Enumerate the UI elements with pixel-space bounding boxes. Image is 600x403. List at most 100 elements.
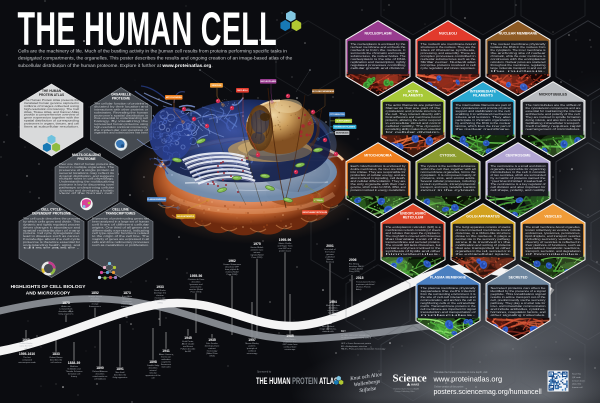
svg-text:1962: 1962 xyxy=(228,259,236,263)
svg-text:intrinsic: intrinsic xyxy=(253,251,260,254)
svg-text:Prize 2008): Prize 2008) xyxy=(227,273,238,276)
svg-text:stress and tension. They also: stress and tension. They also xyxy=(456,116,512,119)
svg-text:formulate cell: formulate cell xyxy=(68,372,81,375)
svg-text:MITOCHONDRIA: MITOCHONDRIA xyxy=(166,96,182,99)
svg-text:describes: describes xyxy=(91,297,100,300)
svg-text:cell bioblasts: cell bioblasts xyxy=(94,377,106,380)
svg-text:The cellular function of prote: The cellular function of proteins is xyxy=(94,103,149,106)
svg-text:Cell motility requires rapid: Cell motility requires rapid xyxy=(526,125,582,128)
svg-text:majority of genes are expresse: majority of genes are expressed in all xyxy=(92,238,150,241)
svg-text:INTERMEDIATE: INTERMEDIATE xyxy=(470,89,497,93)
svg-text:mitochondria as: mitochondria as xyxy=(93,375,108,378)
svg-text:the only organelle with their: the only organelle with their own xyxy=(351,183,407,186)
svg-text:The intermediate filaments are: The intermediate filaments are part of xyxy=(456,104,511,107)
svg-text:Ernst Ruska: Ernst Ruska xyxy=(154,289,166,292)
svg-text:the human: the human xyxy=(325,250,336,253)
svg-text:structures in the nucleus. The: structures in the nucleus. They are the xyxy=(421,46,477,49)
svg-text:microtubules in the cell. It c: microtubules in the cell. It consists xyxy=(491,171,547,174)
svg-text:communication, and anchors the: communication, and anchors the cell to xyxy=(421,299,477,302)
svg-text:spatial distribution of corres: spatial distribution of corresponding xyxy=(24,120,80,123)
svg-text:MITOCHONDRIA: MITOCHONDRIA xyxy=(364,154,392,158)
svg-text:The Golgi apparatus consists o: The Golgi apparatus consists of stacks xyxy=(456,226,512,229)
svg-text:1985: 1985 xyxy=(286,334,294,338)
svg-text:contrast: contrast xyxy=(208,347,216,350)
svg-text:describes the: describes the xyxy=(114,373,127,376)
svg-text:thus essential to understandin: thus essential to understanding cell xyxy=(94,117,149,120)
svg-text:describes the: describes the xyxy=(50,358,63,361)
svg-text:The endoplasmic reticulum (ER): The endoplasmic reticulum (ER) is a xyxy=(386,226,442,229)
svg-text:1945: 1945 xyxy=(184,336,192,340)
svg-text:Knowledge about the cell cycle: Knowledge about the cell cycle xyxy=(23,238,81,241)
svg-text:cell nucleus: cell nucleus xyxy=(51,362,62,364)
svg-text:separates the cell’s interior: separates the cell’s interior xyxy=(421,290,476,293)
svg-text:signals (Nobel: signals (Nobel xyxy=(250,254,264,256)
svg-text:The small membrane-bound organ: The small membrane-bound organelles, xyxy=(526,226,581,229)
svg-text:function in: function in xyxy=(328,311,338,314)
svg-text:the site of cell-cell interact: the site of cell-cell interactions and xyxy=(421,296,477,299)
svg-text:that are transported to other: that are transported to other xyxy=(456,247,511,250)
svg-text:develops phase: develops phase xyxy=(205,345,220,347)
svg-text:develops PALM: develops PALM xyxy=(349,265,364,268)
svg-text:The nucleoplasm is enclosed by: The nucleoplasm is enclosed by the xyxy=(351,43,407,46)
svg-text:neighboring cells or the extra: neighboring cells or the extracellular xyxy=(421,302,476,305)
svg-text:AND MICROSCOPY: AND MICROSCOPY xyxy=(26,291,71,297)
svg-text:describes: describes xyxy=(123,297,132,300)
svg-text:proteome published: proteome published xyxy=(356,283,375,286)
svg-text:1873: 1873 xyxy=(62,301,70,305)
svg-text:drives changes in abundance an: drives changes in abundance and xyxy=(23,226,81,229)
svg-text:continuous with the endoplasmi: continuous with the endoplasmic xyxy=(491,58,547,61)
svg-text:2006: 2006 xyxy=(349,258,357,262)
svg-text:proteins. Cell cycle dysregula: proteins. Cell cycle dysregulation can xyxy=(23,232,81,235)
svg-text:Gunter Blobel:: Gunter Blobel: xyxy=(250,246,264,249)
svg-text:that translate most of the: that translate most of the xyxy=(386,238,442,241)
svg-text:nucleoli to form the nucleus.: nucleoli to form the nucleus. It xyxy=(351,49,407,52)
svg-text:reticular: reticular xyxy=(149,371,157,374)
svg-text:The centrosome is a key regula: The centrosome is a key regulator of xyxy=(491,183,546,186)
svg-text:GFP = Green fluorescent protei: GFP = Green fluorescent protein xyxy=(341,342,372,345)
svg-text:The centrosome is a small and: The centrosome is a small and distinct xyxy=(491,165,546,168)
svg-text:MULTILOCALIZING: MULTILOCALIZING xyxy=(72,153,101,157)
svg-text:the cell. They interact direct: the cell. They interact directly with xyxy=(386,113,442,116)
svg-text:FILAMENTS: FILAMENTS xyxy=(473,94,494,98)
svg-text:ER = Endoplasmic reticulum: ER = Endoplasmic reticulum xyxy=(341,345,367,348)
svg-text:image of immuno-: image of immuno- xyxy=(320,328,337,330)
svg-text:the cytoplasm. The inner membr: the cytoplasm. The inner membrane is xyxy=(491,49,547,52)
svg-text:translated human genome captur: translated human genome captured in xyxy=(24,102,80,105)
svg-text:microscopes: microscopes xyxy=(121,305,133,308)
svg-text:electron: electron xyxy=(156,294,164,297)
svg-text:identified by the presence of: identified by the presence of a signal xyxy=(491,290,547,293)
svg-text:mitosis: mitosis xyxy=(330,314,336,317)
svg-text:interactions with other protei: interactions with other proteins or xyxy=(94,109,148,112)
svg-text:posters.sciencemag.org/humance: posters.sciencemag.org/humancell xyxy=(434,389,543,396)
svg-text:Each mitochondrion is enclosed: Each mitochondrion is enclosed by xyxy=(351,165,407,168)
svg-text:genome: genome xyxy=(326,254,334,256)
svg-text:of biomolecules.: of biomolecules. xyxy=(526,253,582,256)
svg-text:1852: 1852 xyxy=(91,291,99,295)
svg-text:CELL CYCLE-: CELL CYCLE- xyxy=(41,208,62,212)
svg-text:RETICULUM: RETICULUM xyxy=(403,216,424,220)
svg-text:1955-56: 1955-56 xyxy=(190,274,203,278)
svg-text:Osamu Shimomura: Osamu Shimomura xyxy=(223,263,242,266)
svg-text:Tissue-based human: Tissue-based human xyxy=(356,282,376,284)
svg-text:CYTOSKELETON: CYTOSKELETON xyxy=(330,114,345,116)
svg-text:The microtubules are the stiff: The microtubules are the stiffest of xyxy=(526,104,581,107)
svg-text:fluorescent: fluorescent xyxy=(161,363,172,366)
svg-text:1989: 1989 xyxy=(324,321,332,325)
svg-text:Atlas, Tissue Atlas, and Cance: Atlas, Tissue Atlas, and Cancer Atlas xyxy=(24,111,80,114)
svg-text:1873: 1873 xyxy=(123,291,131,295)
svg-text:PROTEIN ATLAS: PROTEIN ATLAS xyxy=(39,93,64,97)
svg-text:proteins have: proteins have xyxy=(251,248,264,251)
svg-text:First confocal: First confocal xyxy=(322,325,335,328)
svg-text:Translate the human proteome i: Translate the human proteome in more dep… xyxy=(434,371,488,374)
svg-text:Custom Publishing Office: Custom Publishing Office xyxy=(395,390,415,393)
svg-text:THE HUMAN: THE HUMAN xyxy=(42,89,62,93)
svg-text:1957: 1957 xyxy=(248,338,256,342)
svg-text:“pericentriolar material.”: “pericentriolar material.” xyxy=(491,180,546,183)
svg-text:cell, predominantly via the se: cell, predominantly via the secretory xyxy=(491,299,547,302)
svg-text:close to the nucleus. It plays: close to the nucleus. It plays a xyxy=(456,235,512,238)
svg-text:reticulum. Nuclear pores are s: reticulum. Nuclear pores are scattered xyxy=(491,61,547,64)
svg-text:internal: internal xyxy=(150,369,157,372)
svg-text:human cell: human cell xyxy=(572,387,583,389)
svg-text:The first: The first xyxy=(23,356,31,359)
svg-text:Fullam describe: Fullam describe xyxy=(181,347,197,350)
